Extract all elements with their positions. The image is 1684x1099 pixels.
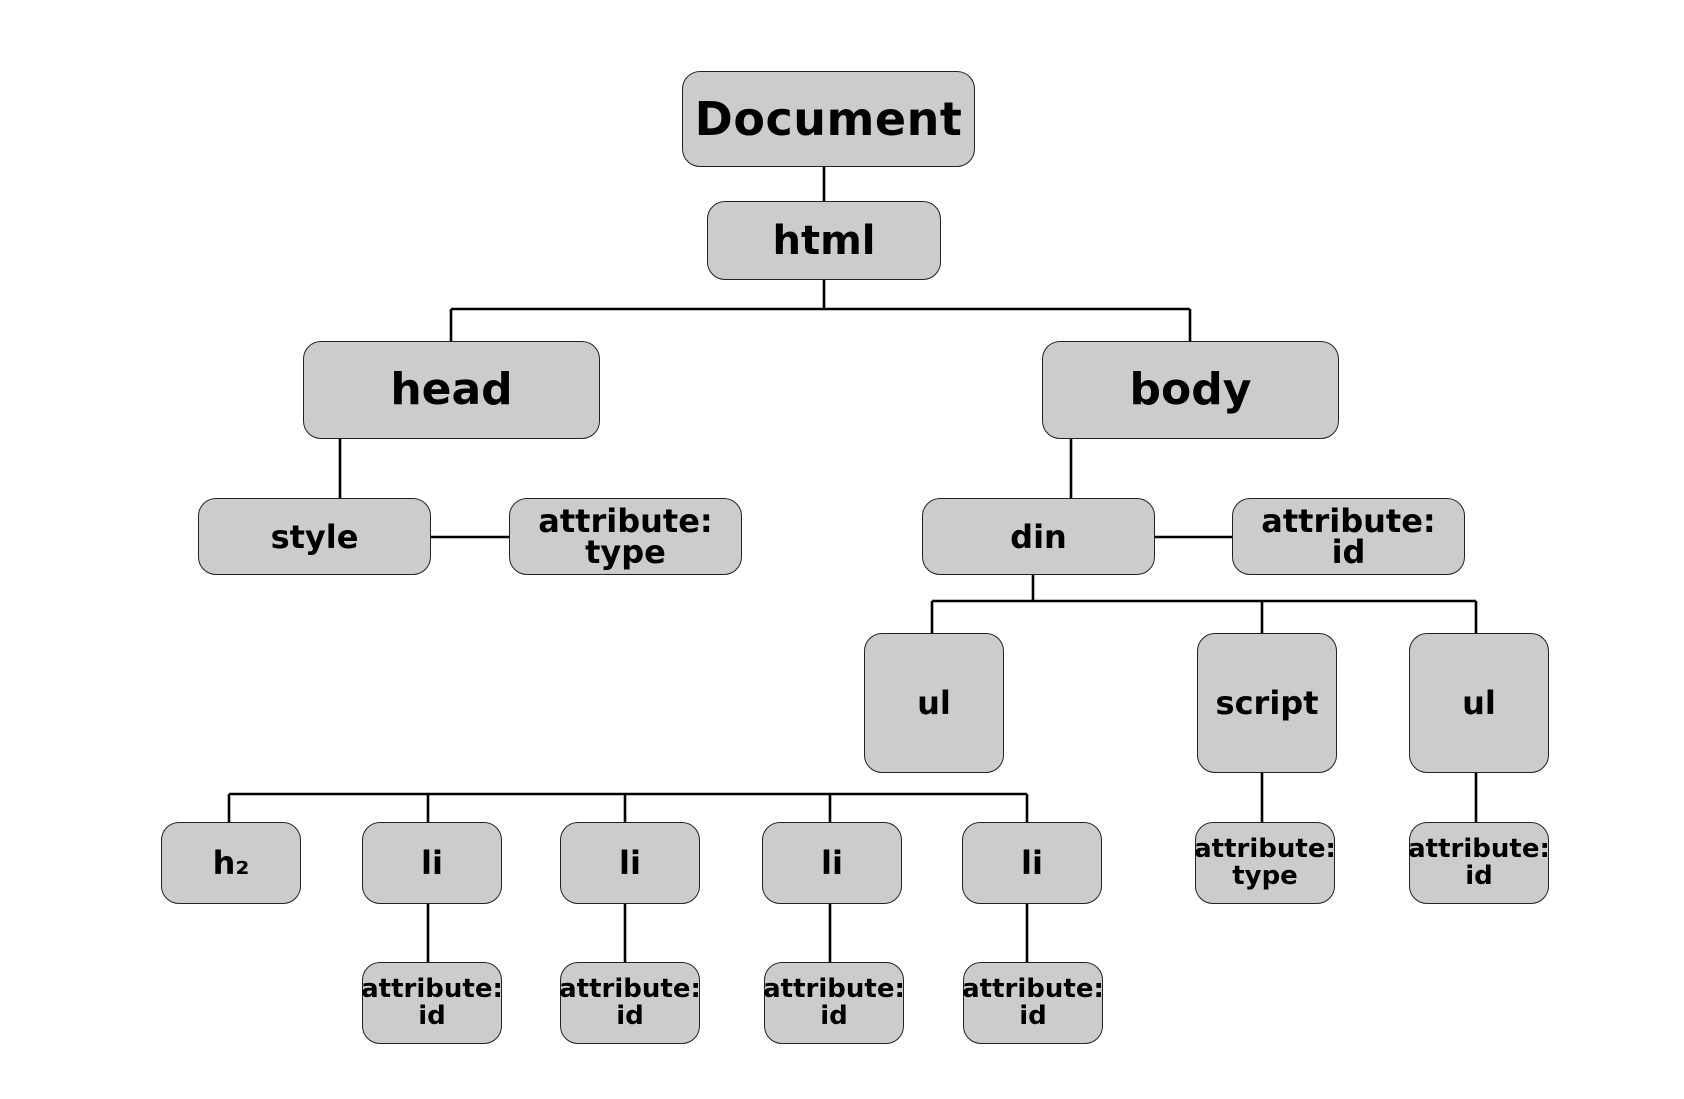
node-style-attribute: attribute: type — [509, 498, 742, 575]
node-li-2: li — [560, 822, 700, 904]
node-script-attribute-key: attribute: — [1194, 834, 1336, 864]
node-style-label: style — [270, 517, 359, 556]
node-head: head — [303, 341, 600, 439]
node-ul-right-attribute: attribute: id — [1408, 822, 1550, 904]
node-li-4-attribute-key: attribute: — [962, 974, 1104, 1004]
node-li-2-attribute-value: id — [616, 1001, 644, 1031]
node-h2: h₂ — [161, 822, 301, 904]
node-din: din — [922, 498, 1155, 575]
node-document-label: Document — [694, 92, 963, 146]
node-script-attribute-value: type — [1232, 861, 1298, 891]
node-li-1: li — [362, 822, 502, 904]
node-li-4: li — [962, 822, 1102, 904]
node-li-1-attribute-value: id — [418, 1001, 446, 1031]
node-li-1-attribute-key: attribute: — [361, 974, 503, 1004]
node-li-1-label: li — [421, 844, 443, 882]
node-ul-right: ul — [1409, 633, 1549, 773]
node-li-3-attribute-key: attribute: — [763, 974, 905, 1004]
node-style-attribute-key: attribute: — [538, 501, 713, 540]
node-li-3-label: li — [821, 844, 843, 882]
node-li-2-label: li — [619, 844, 641, 882]
node-li-2-attribute-key: attribute: — [559, 974, 701, 1004]
node-ul-right-attribute-key: attribute: — [1408, 834, 1550, 864]
node-din-attribute-key: attribute: — [1261, 501, 1436, 540]
node-li-2-attribute: attribute: id — [559, 962, 701, 1044]
node-ul-right-label: ul — [1462, 684, 1496, 722]
node-h2-label: h₂ — [212, 844, 250, 882]
node-li-4-attribute: attribute: id — [962, 962, 1104, 1044]
node-document: Document — [682, 71, 975, 167]
node-din-attribute-value: id — [1331, 532, 1366, 571]
node-body-label: body — [1129, 364, 1252, 415]
node-din-label: din — [1010, 517, 1067, 556]
node-li-4-label: li — [1021, 844, 1043, 882]
node-din-attribute: attribute: id — [1232, 498, 1465, 575]
node-li-3-attribute: attribute: id — [763, 962, 905, 1044]
node-li-3-attribute-value: id — [820, 1001, 848, 1031]
node-script: script — [1197, 633, 1337, 773]
node-li-1-attribute: attribute: id — [361, 962, 503, 1044]
node-script-attribute: attribute: type — [1194, 822, 1336, 904]
node-li-3: li — [762, 822, 902, 904]
node-ul-left-label: ul — [917, 684, 951, 722]
node-html-label: html — [772, 217, 876, 264]
node-style: style — [198, 498, 431, 575]
node-li-4-attribute-value: id — [1019, 1001, 1047, 1031]
node-body: body — [1042, 341, 1339, 439]
node-ul-right-attribute-value: id — [1465, 861, 1493, 891]
node-script-label: script — [1215, 684, 1319, 722]
node-html: html — [707, 201, 941, 280]
node-ul-left: ul — [864, 633, 1004, 773]
node-style-attribute-value: type — [585, 532, 666, 571]
node-head-label: head — [390, 364, 513, 415]
